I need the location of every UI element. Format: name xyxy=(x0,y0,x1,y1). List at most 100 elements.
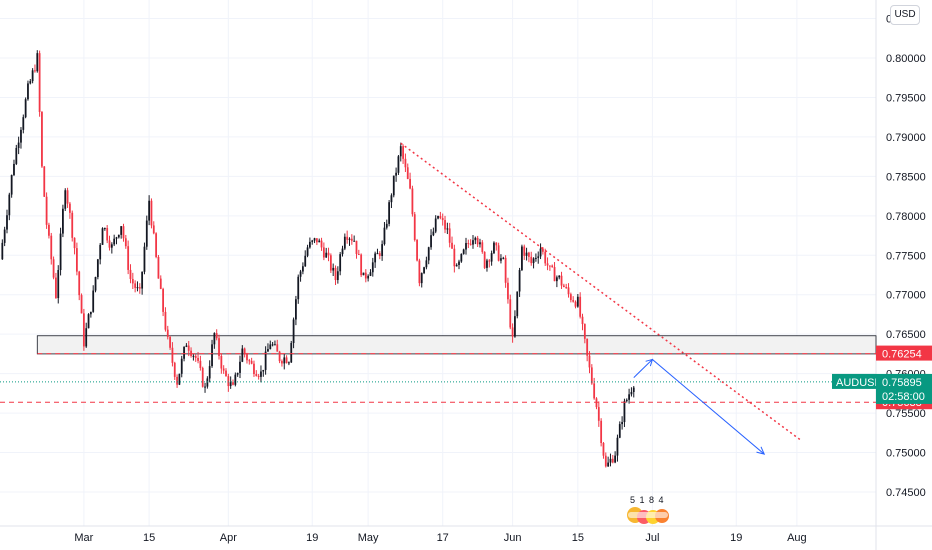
candle-body xyxy=(406,167,409,179)
candle-body xyxy=(364,272,367,279)
candle-body xyxy=(92,290,95,312)
candle-body xyxy=(50,235,53,260)
candle-body xyxy=(197,357,199,361)
candle-body xyxy=(541,248,544,252)
candle-body xyxy=(225,370,227,377)
candle-body xyxy=(502,257,505,259)
candle-body xyxy=(609,458,612,463)
candle-body xyxy=(211,344,213,367)
candle-body xyxy=(469,243,472,245)
candle-body xyxy=(3,229,6,243)
candle-body xyxy=(318,240,321,243)
candle-body xyxy=(607,462,610,467)
time-tick-label: 15 xyxy=(143,532,155,544)
candle-body xyxy=(346,236,349,240)
candle-body xyxy=(350,238,353,241)
candle-body xyxy=(218,338,220,356)
candle-body xyxy=(327,252,330,256)
candle-body xyxy=(180,358,183,374)
candle-body xyxy=(551,265,554,268)
candle-body xyxy=(159,278,162,289)
candle-body xyxy=(371,262,374,273)
candle-body xyxy=(509,299,512,328)
candle-body xyxy=(141,271,144,289)
time-tick-label: 19 xyxy=(306,532,318,544)
candle-body xyxy=(525,252,528,256)
candle-body xyxy=(569,294,572,301)
candle-body xyxy=(514,316,516,337)
candle-body xyxy=(600,420,603,443)
candle-body xyxy=(628,394,630,400)
candle-body xyxy=(385,223,388,228)
candle-body xyxy=(444,220,446,230)
candle-body xyxy=(355,240,358,254)
candle-body xyxy=(343,236,346,249)
candle-body xyxy=(10,175,13,195)
candle-body xyxy=(215,333,218,339)
candle-body xyxy=(413,214,416,240)
candle-body xyxy=(558,275,561,278)
candle-body xyxy=(192,355,195,357)
candle-body xyxy=(127,246,130,270)
candle-body xyxy=(390,195,393,203)
candle-body xyxy=(336,271,339,281)
candle-body xyxy=(490,253,493,262)
candle-body xyxy=(124,238,127,247)
candle-body xyxy=(162,288,164,312)
candle-body xyxy=(586,338,589,356)
candle-body xyxy=(283,357,286,364)
candle-body xyxy=(311,240,314,242)
candle-body xyxy=(8,194,11,216)
candle-body xyxy=(341,248,344,255)
candle-body xyxy=(572,300,575,302)
candle-body xyxy=(460,253,463,262)
candle-body xyxy=(411,188,414,215)
candle-body xyxy=(595,398,598,408)
time-tick-label: Mar xyxy=(74,532,93,544)
candle-body xyxy=(451,242,453,249)
candle-body xyxy=(164,311,167,330)
candle-body xyxy=(201,368,204,387)
candle-body xyxy=(602,442,605,456)
candle-body xyxy=(334,267,337,281)
candle-body xyxy=(253,363,255,375)
price-tick-label: 0.78000 xyxy=(886,211,926,223)
candle-body xyxy=(439,216,442,219)
candle-body xyxy=(120,226,123,235)
candle-body xyxy=(232,382,234,385)
candle-body xyxy=(87,314,90,329)
candle-body xyxy=(437,216,439,219)
candle-body xyxy=(15,147,18,164)
candle-body xyxy=(246,354,248,361)
candle-body xyxy=(518,270,521,292)
candle-body xyxy=(236,372,239,375)
candle-body xyxy=(171,347,174,363)
candle-body xyxy=(262,369,265,372)
candle-body xyxy=(409,178,411,189)
candle-body xyxy=(157,256,160,279)
candle-body xyxy=(560,275,563,286)
candle-body xyxy=(604,455,607,467)
candle-body xyxy=(537,256,540,258)
candle-body xyxy=(535,257,537,259)
candle-body xyxy=(13,163,15,176)
resistance-zone xyxy=(36,335,877,355)
candle-body xyxy=(530,256,533,264)
candle-body xyxy=(241,348,244,362)
candle-body xyxy=(34,70,36,72)
candle-body xyxy=(255,374,258,376)
candle-body xyxy=(248,360,251,362)
candle-body xyxy=(448,228,451,243)
currency-badge[interactable]: USD xyxy=(890,5,920,25)
candle-body xyxy=(528,252,530,257)
economic-events-icon[interactable]: 5 1 8 4 xyxy=(624,495,672,526)
candle-body xyxy=(274,344,276,346)
candle-body xyxy=(504,257,507,283)
candle-body xyxy=(94,277,97,291)
candle-body xyxy=(106,228,109,241)
candle-body xyxy=(41,111,43,167)
candle-body xyxy=(511,327,514,337)
candle-body xyxy=(22,117,25,130)
time-tick-label: Jun xyxy=(504,532,522,544)
